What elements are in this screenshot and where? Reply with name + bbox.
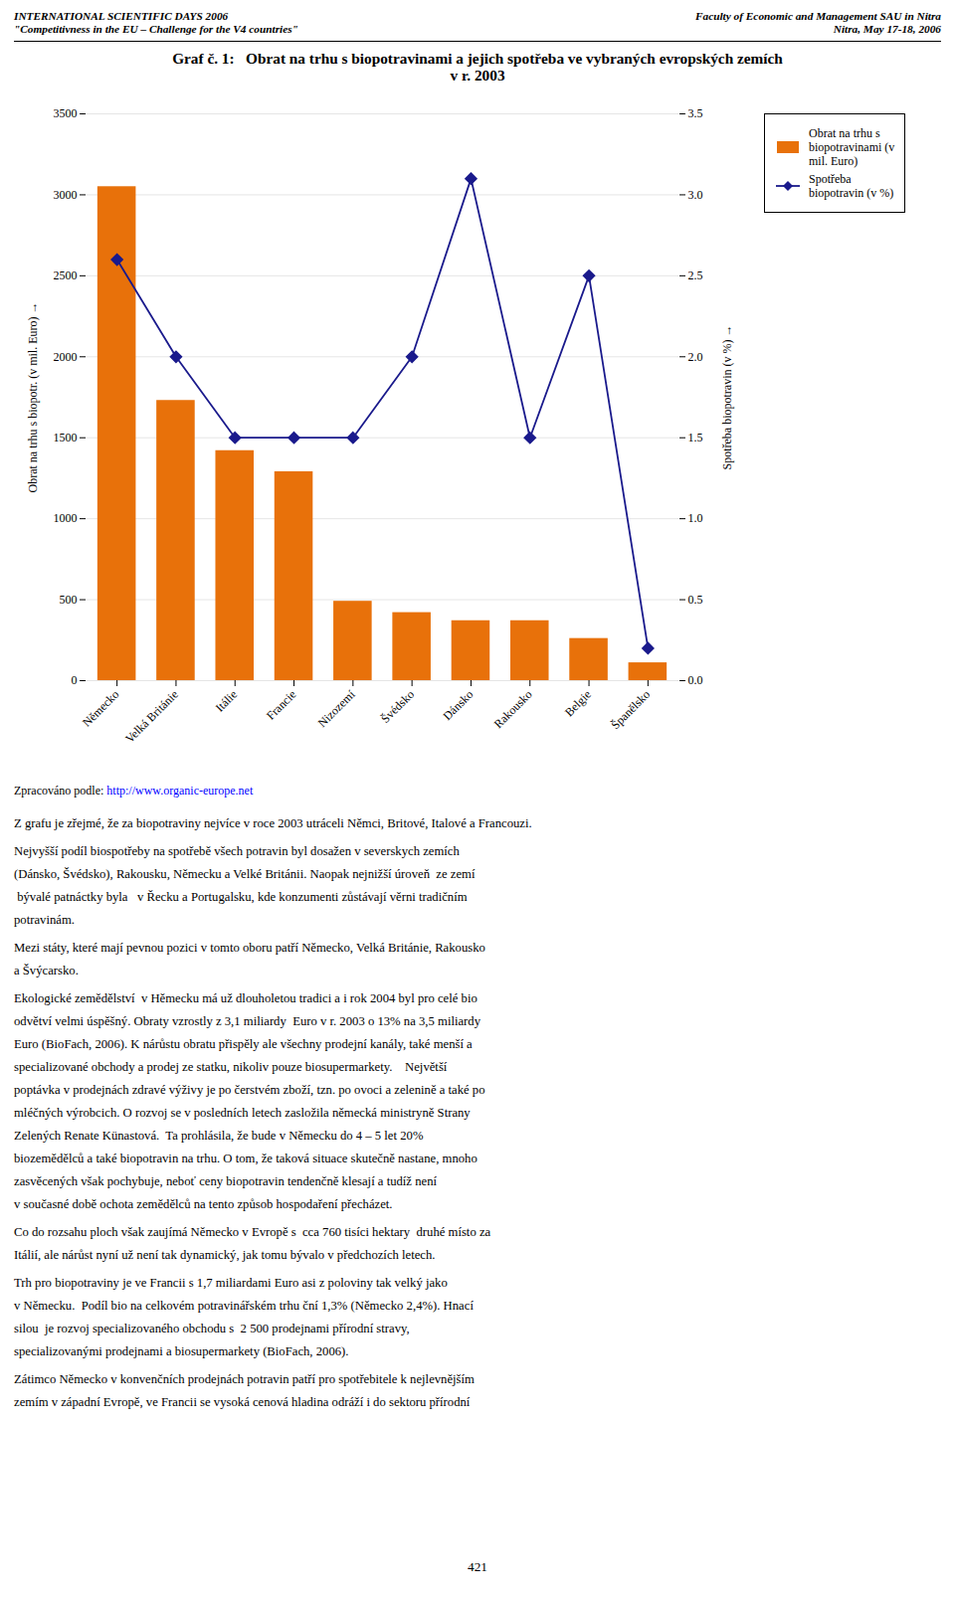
svg-text:1500: 1500 bbox=[53, 430, 78, 445]
svg-text:500: 500 bbox=[59, 592, 78, 607]
svg-text:Švédsko: Švédsko bbox=[378, 687, 417, 727]
html-text:INTERNATIONAL SCIENTIFIC DAYS: INTERNATIONAL SCIENTIFIC DAYS 2006 bbox=[13, 9, 229, 22]
html-text:421: 421 bbox=[467, 1559, 488, 1575]
html-text:Graf č. 1: Obrat na trhu s bio: Graf č. 1: Obrat na trhu s biopotravinam… bbox=[172, 49, 783, 67]
svg-text:0.5: 0.5 bbox=[688, 592, 704, 607]
svg-text:1.5: 1.5 bbox=[688, 430, 704, 445]
html-text:Spotřeba biopotravin (v %): Spotřeba biopotravin (v %) bbox=[808, 172, 894, 200]
html-text:Co do rozsahu ploch však zaují: Co do rozsahu ploch však zaujímá Německo… bbox=[13, 1225, 491, 1263]
svg-text:Itálie: Itálie bbox=[212, 687, 240, 715]
html-text:"Competitivness in the EU – Ch: "Competitivness in the EU – Challenge fo… bbox=[13, 22, 299, 35]
html-text:Zpracováno podle: http://www.o: Zpracováno podle: http://www.organic-eur… bbox=[13, 783, 253, 798]
svg-text:Spotřeba biopotravin (v %) →: Spotřeba biopotravin (v %) → bbox=[720, 325, 735, 471]
html-text:Faculty of Economic and Manage: Faculty of Economic and Management SAU i… bbox=[695, 9, 942, 22]
html-text:Nitra, May 17-18, 2006: Nitra, May 17-18, 2006 bbox=[833, 22, 942, 35]
html-text:Zátimco Německo v konvenčních: Zátimco Německo v konvenčních prodejnách… bbox=[13, 1372, 475, 1410]
html-text:Ekologické zemědělství v Нěmec: Ekologické zemědělství v Нěmecku má už d… bbox=[13, 991, 485, 1212]
html-text:Nejvyšší podíl biospotřeby na: Nejvyšší podíl biospotřeby na spotřebě v… bbox=[13, 844, 476, 928]
svg-text:2.0: 2.0 bbox=[688, 350, 704, 365]
svg-text:1000: 1000 bbox=[53, 511, 78, 526]
html-text:Z grafu je zřejmé, že za biopo: Z grafu je zřejmé, že za biopotraviny ne… bbox=[13, 816, 532, 831]
html-text:Mezi státy, které mají pevnou: Mezi státy, které mají pevnou pozici v t… bbox=[13, 941, 486, 978]
svg-text:Belgie: Belgie bbox=[562, 687, 594, 720]
svg-text:3.5: 3.5 bbox=[688, 106, 704, 121]
svg-text:0: 0 bbox=[71, 673, 78, 688]
svg-text:Rakousko: Rakousko bbox=[491, 687, 536, 732]
svg-text:3000: 3000 bbox=[53, 188, 78, 202]
svg-text:Španělsko: Španělsko bbox=[607, 687, 653, 733]
svg-text:Nizozemí: Nizozemí bbox=[315, 687, 359, 731]
svg-text:2000: 2000 bbox=[53, 350, 78, 365]
svg-text:Velká Británie: Velká Británie bbox=[122, 687, 182, 747]
svg-text:3500: 3500 bbox=[53, 106, 78, 121]
html-text:Obrat na trhu s biopotravinami: Obrat na trhu s biopotravinami (v mil. E… bbox=[808, 126, 895, 169]
svg-text:Německo: Německo bbox=[79, 687, 122, 730]
svg-text:1.0: 1.0 bbox=[688, 511, 704, 526]
svg-text:2.5: 2.5 bbox=[688, 268, 704, 283]
html-text:v r. 2003: v r. 2003 bbox=[450, 66, 505, 84]
svg-text:Dánsko: Dánsko bbox=[439, 687, 476, 724]
html-text:Trh pro biopotraviny je ve Fra: Trh pro biopotraviny je ve Francii s 1,7… bbox=[13, 1276, 474, 1359]
svg-text:2500: 2500 bbox=[53, 268, 78, 283]
svg-text:3.0: 3.0 bbox=[688, 188, 704, 202]
svg-text:Obrat na trhu s biopotr. (v mi: Obrat na trhu s biopotr. (v mil. Euro) → bbox=[25, 302, 40, 494]
svg-text:0.0: 0.0 bbox=[688, 673, 704, 688]
svg-text:Francie: Francie bbox=[263, 687, 299, 723]
